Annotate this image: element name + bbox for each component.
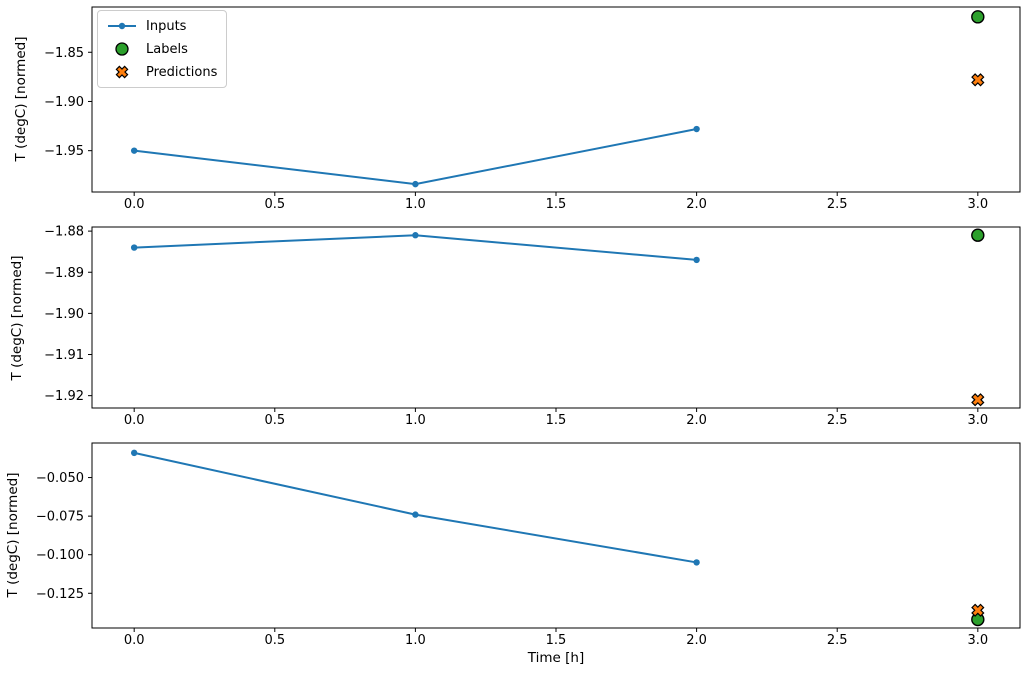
y-tick-label: −0.125 [36, 587, 84, 602]
predictions-marker [971, 393, 985, 407]
y-axis-label-bottom: T (degC) [normed] [5, 472, 21, 598]
x-tick-label: 2.5 [827, 197, 848, 212]
x-tick-label: 0.5 [264, 197, 285, 212]
x-tick-label: 2.0 [686, 413, 707, 428]
y-axis-label-top: T (degC) [normed] [13, 36, 29, 162]
axes-frame [91, 226, 1021, 409]
x-tick-label: 1.5 [546, 197, 567, 212]
inputs-marker [412, 180, 419, 188]
inputs-line [133, 234, 698, 261]
inputs-marker [130, 449, 138, 457]
inputs-marker [693, 256, 700, 264]
y-tick-label: −1.89 [44, 266, 84, 281]
x-axis-label: Time [h] [527, 650, 585, 666]
x-tick-label: 2.0 [686, 633, 707, 648]
circle-marker-icon [107, 41, 137, 57]
axes-frame [91, 6, 1021, 193]
inputs-marker [693, 125, 700, 133]
x-tick-label: 0.0 [124, 413, 145, 428]
predictions-marker [971, 603, 985, 617]
axes-frame [91, 442, 1021, 629]
y-tick-label: −1.90 [44, 307, 84, 322]
inputs-marker [693, 559, 700, 566]
x-marker-icon [107, 64, 137, 80]
labels-marker [971, 228, 985, 242]
legend-item-predictions: Predictions [107, 62, 217, 82]
x-tick-label: 1.5 [546, 413, 567, 428]
legend-item-inputs: Inputs [107, 16, 217, 36]
y-tick-label: −0.050 [36, 471, 84, 486]
x-tick-label: 3.0 [967, 197, 988, 212]
y-tick-label: −1.85 [44, 46, 84, 61]
y-tick-label: −0.075 [36, 510, 84, 525]
y-tick-label: −1.91 [44, 348, 84, 363]
x-tick-label: 1.0 [405, 197, 426, 212]
legend-label: Inputs [146, 18, 187, 34]
inputs-marker [412, 511, 419, 518]
legend-label: Labels [146, 41, 188, 57]
inputs-line [133, 128, 698, 186]
inputs-marker [130, 244, 138, 251]
line-dot-marker-icon [107, 19, 137, 33]
x-tick-label: 0.5 [264, 413, 285, 428]
x-tick-label: 2.5 [827, 413, 848, 428]
x-tick-label: 1.5 [546, 633, 567, 648]
legend-item-labels: Labels [107, 39, 217, 59]
inputs-marker [130, 147, 138, 154]
predictions-marker [971, 73, 985, 87]
y-tick-label: −1.95 [44, 144, 84, 159]
y-tick-label: −1.92 [44, 389, 84, 404]
y-tick-label: −1.88 [44, 225, 84, 240]
x-tick-label: 2.0 [686, 197, 707, 212]
inputs-line [133, 451, 698, 564]
y-axis-label-middle: T (degC) [normed] [9, 255, 25, 381]
x-tick-label: 3.0 [967, 633, 988, 648]
x-tick-label: 3.0 [967, 413, 988, 428]
inputs-marker [412, 232, 419, 239]
x-tick-label: 2.5 [827, 633, 848, 648]
y-tick-label: −0.100 [36, 548, 84, 563]
x-tick-label: 1.0 [405, 413, 426, 428]
x-tick-label: 0.0 [124, 633, 145, 648]
x-tick-label: 0.5 [264, 633, 285, 648]
legend: Inputs Labels Predictions [97, 10, 227, 88]
labels-marker [971, 10, 985, 24]
legend-label: Predictions [146, 64, 218, 80]
x-tick-label: 0.0 [124, 197, 145, 212]
y-tick-label: −1.90 [44, 95, 84, 110]
x-tick-label: 1.0 [405, 633, 426, 648]
